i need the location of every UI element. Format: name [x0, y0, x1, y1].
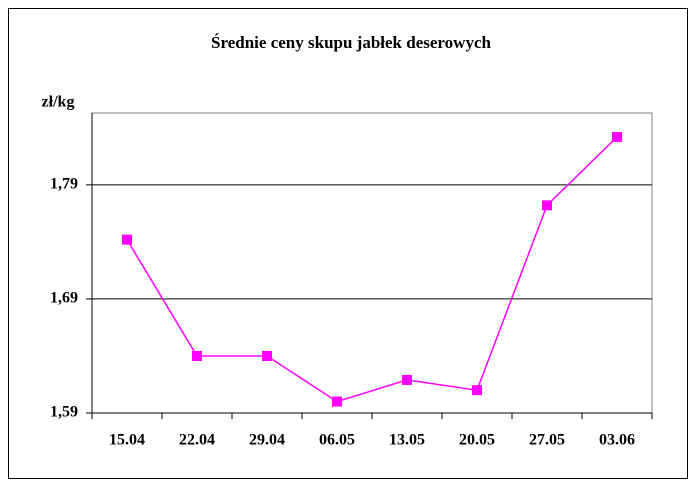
y-tick-label: 1,79 — [50, 176, 78, 193]
marker — [262, 350, 272, 361]
x-tick-label: 15.04 — [109, 432, 145, 449]
x-tick-label: 06.05 — [319, 432, 355, 449]
x-tick-label: 13.05 — [389, 432, 425, 449]
x-tick-label: 29.04 — [249, 432, 285, 449]
y-tick-label: 1,69 — [50, 290, 78, 307]
marker — [122, 234, 132, 245]
line — [126, 136, 618, 403]
chart-border — [8, 8, 688, 479]
y-axis-label: zł/kg — [42, 94, 75, 111]
marker — [542, 200, 552, 211]
x-tick-label: 20.05 — [459, 432, 495, 449]
x-tick-label: 03.06 — [599, 432, 635, 449]
marker — [472, 385, 482, 396]
x-tick-label: 27.05 — [529, 432, 565, 449]
chart-title: Średnie ceny skupu jabłek deserowych — [211, 33, 491, 52]
x-tick-label: 22.04 — [179, 432, 215, 449]
marker — [192, 350, 202, 361]
y-tick-label: 1,59 — [50, 404, 78, 421]
marker — [332, 396, 342, 407]
marker — [402, 374, 412, 385]
marker — [612, 131, 622, 142]
